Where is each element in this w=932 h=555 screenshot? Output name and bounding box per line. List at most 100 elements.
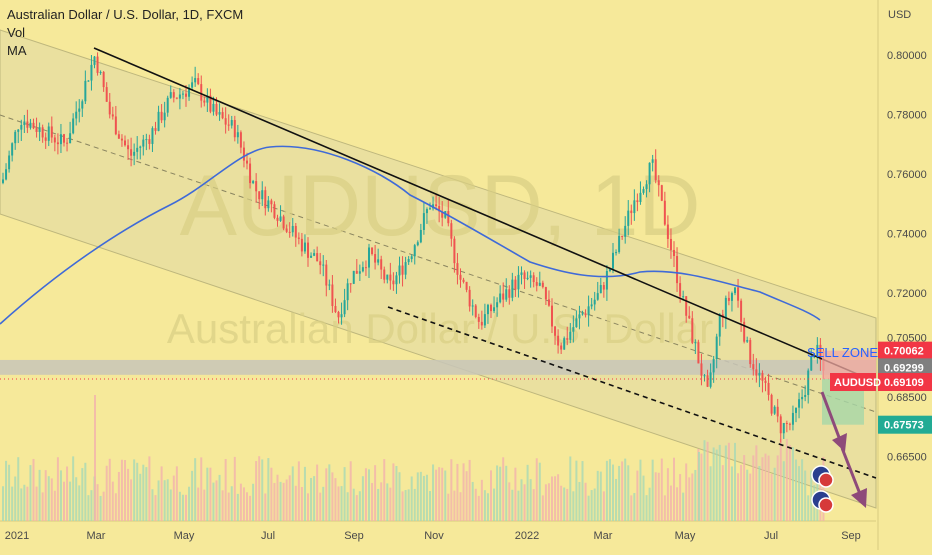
volume-bar bbox=[569, 456, 572, 521]
candle-body bbox=[319, 261, 322, 266]
candle-body bbox=[599, 285, 602, 294]
volume-bar bbox=[822, 456, 825, 521]
volume-bar bbox=[456, 463, 459, 521]
price-tick-label: 0.80000 bbox=[887, 50, 927, 62]
volume-bar bbox=[352, 488, 355, 521]
volume-bar bbox=[529, 479, 532, 521]
volume-bar bbox=[114, 493, 117, 521]
volume-bar bbox=[185, 494, 187, 521]
candle-body bbox=[322, 264, 325, 266]
volume-bar bbox=[584, 482, 587, 521]
volume-bar bbox=[535, 458, 538, 521]
axis-currency: USD bbox=[888, 9, 911, 21]
volume-bar bbox=[29, 465, 32, 521]
volume-bar bbox=[319, 492, 322, 521]
volume-bar bbox=[322, 486, 325, 521]
candle-body bbox=[480, 321, 483, 326]
volume-bar bbox=[715, 449, 718, 521]
candle-body bbox=[99, 72, 102, 74]
candle-body bbox=[767, 382, 770, 395]
volume-bar bbox=[685, 463, 688, 521]
price-label-text: 0.67573 bbox=[884, 420, 924, 432]
volume-bar bbox=[41, 492, 44, 521]
volume-bar bbox=[590, 490, 593, 521]
candle-body bbox=[468, 289, 471, 307]
volume-bar bbox=[642, 475, 645, 521]
volume-bar bbox=[703, 440, 706, 521]
candle-body bbox=[755, 369, 758, 376]
indicator-vol[interactable]: Vol bbox=[7, 25, 26, 40]
volume-bar bbox=[618, 465, 621, 521]
candle-body bbox=[32, 122, 35, 129]
volume-bar bbox=[688, 477, 691, 521]
candle-body bbox=[215, 103, 218, 115]
candle-body bbox=[581, 313, 584, 315]
volume-bar bbox=[581, 461, 584, 521]
volume-bar bbox=[438, 467, 441, 521]
channel-midline bbox=[0, 114, 877, 413]
volume-bar bbox=[377, 488, 380, 521]
candle-body bbox=[343, 300, 346, 315]
time-tick-label: Sep bbox=[344, 530, 364, 542]
volume-bar bbox=[496, 465, 499, 521]
candle-body bbox=[371, 247, 374, 255]
symbol-title[interactable]: Australian Dollar / U.S. Dollar, 1D, FXC… bbox=[7, 7, 244, 22]
candle-body bbox=[20, 125, 23, 130]
candle-body bbox=[331, 284, 334, 307]
candle-body bbox=[587, 306, 590, 316]
volume-bar bbox=[151, 489, 154, 521]
volume-bar bbox=[282, 482, 285, 521]
candle-body bbox=[703, 375, 706, 377]
candle-body bbox=[41, 127, 44, 138]
indicator-ma[interactable]: MA bbox=[7, 43, 27, 58]
volume-bar bbox=[20, 488, 23, 521]
candle-body bbox=[810, 356, 813, 371]
candle-body bbox=[93, 56, 96, 65]
volume-bar bbox=[633, 493, 636, 521]
volume-bar bbox=[358, 491, 361, 521]
price-label: 0.70062 bbox=[878, 341, 932, 360]
volume-bar bbox=[770, 473, 773, 521]
candle-body bbox=[249, 163, 252, 184]
candle-body bbox=[508, 289, 511, 298]
volume-bar bbox=[44, 470, 47, 521]
volume-bar bbox=[203, 489, 206, 521]
candle-body bbox=[474, 305, 477, 317]
candle-body bbox=[389, 274, 392, 281]
volume-bar bbox=[429, 491, 431, 521]
candle-body bbox=[520, 272, 523, 275]
volume-bar bbox=[541, 495, 544, 521]
time-tick-label: Jul bbox=[764, 530, 778, 542]
candle-body bbox=[691, 318, 694, 343]
candle-body bbox=[459, 274, 462, 280]
candle-body bbox=[801, 396, 804, 400]
candle-body bbox=[246, 160, 248, 164]
candle-body bbox=[544, 287, 547, 300]
candle-body bbox=[2, 179, 4, 183]
candle-body bbox=[776, 406, 779, 417]
volume-bar bbox=[673, 457, 675, 521]
volume-bar bbox=[764, 453, 767, 521]
volume-bar bbox=[206, 467, 209, 521]
volume-bar bbox=[136, 462, 139, 521]
candle-body bbox=[557, 335, 560, 346]
volume-bar bbox=[361, 476, 364, 521]
volume-bar bbox=[188, 486, 191, 521]
candle-body bbox=[157, 111, 160, 131]
candle-body bbox=[575, 318, 578, 328]
volume-bar bbox=[660, 458, 663, 521]
volume-bar bbox=[127, 468, 130, 521]
candle-body bbox=[709, 372, 712, 387]
candle-body bbox=[5, 169, 8, 180]
volume-bar bbox=[648, 487, 651, 521]
price-label-text: 0.69299 bbox=[884, 362, 924, 374]
candle-body bbox=[529, 275, 532, 278]
candle-body bbox=[505, 289, 508, 300]
candle-body bbox=[395, 275, 398, 285]
candle-body bbox=[270, 200, 273, 205]
candle-body bbox=[593, 299, 596, 305]
candle-body bbox=[75, 111, 78, 119]
candle-body bbox=[8, 155, 11, 170]
